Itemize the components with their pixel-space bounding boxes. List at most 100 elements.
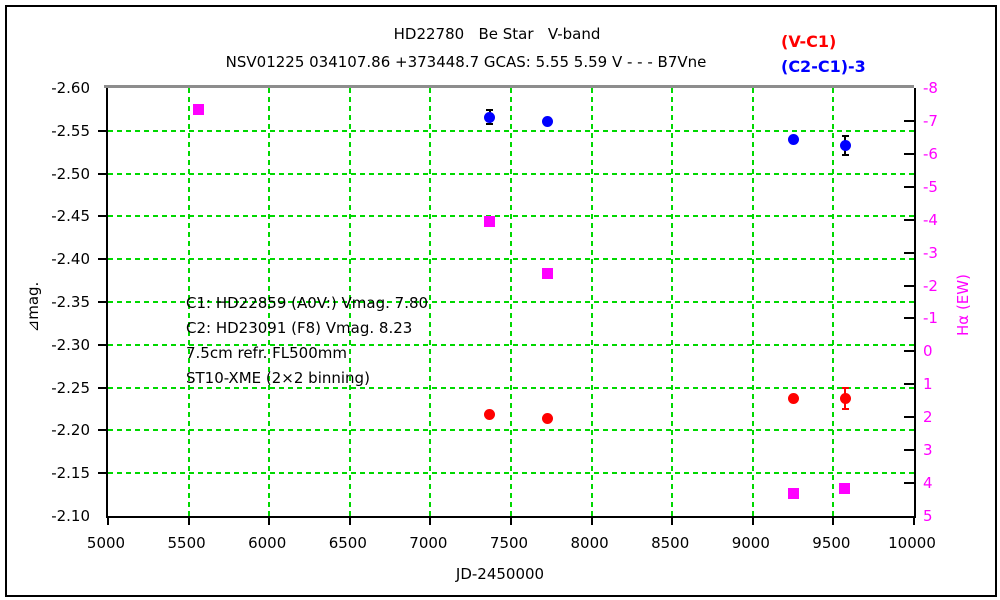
y-right-tick-label: -6 <box>923 144 938 163</box>
x-tick-label: 9500 <box>812 534 851 552</box>
x-axis-tick <box>429 518 432 525</box>
x-tick-label: 7000 <box>409 534 448 552</box>
y-left-tick-label: -2.45 <box>51 207 90 226</box>
y-right-tick-label: -8 <box>923 79 938 97</box>
horizontal-gridline <box>108 301 914 303</box>
y-left-tick <box>98 215 106 218</box>
error-bar-cap <box>841 134 849 137</box>
legend-item-c2-c1: (C2-C1)-3 <box>781 57 866 76</box>
data-point-c2-c1 <box>484 111 496 123</box>
data-point-halpha-ew <box>192 103 204 115</box>
y-right-tick-label: -2 <box>923 276 938 295</box>
x-axis-tick <box>510 518 512 525</box>
y-axis-label-right: Hα (EW) <box>954 274 972 336</box>
data-point-v-c1 <box>542 412 554 424</box>
y-left-tick-label: -2.15 <box>51 464 90 483</box>
y-right-tick-label: 2 <box>923 408 933 427</box>
y-right-tick <box>904 152 914 155</box>
x-tick-label: 5000 <box>86 534 126 552</box>
y-left-tick-label: -2.55 <box>51 121 90 140</box>
x-tick-label: 7500 <box>489 534 529 552</box>
y-right-tick-label: -5 <box>923 177 938 196</box>
y-right-tick-label: -1 <box>923 309 938 328</box>
x-tick-label: 10000 <box>888 534 936 552</box>
x-axis-tick <box>832 518 835 525</box>
y-left-tick-label: -2.25 <box>51 378 90 397</box>
x-tick-label: 5500 <box>167 534 206 552</box>
y-left-tick <box>98 172 106 175</box>
y-right-tick-label: 4 <box>923 474 933 493</box>
x-tick-label: 6000 <box>248 534 287 552</box>
data-point-halpha-ew <box>839 483 851 495</box>
y-right-tick <box>904 218 914 221</box>
y-left-tick <box>98 129 106 132</box>
error-bar-cap <box>841 387 849 390</box>
x-tick-label: 9000 <box>731 534 770 552</box>
data-point-v-c1 <box>839 393 851 405</box>
y-right-tick-label: -7 <box>923 111 938 130</box>
error-bar-cap <box>486 122 494 125</box>
x-axis-tick <box>268 518 271 525</box>
x-axis-tick <box>107 518 109 525</box>
y-right-tick-label: 5 <box>923 507 933 525</box>
data-point-c2-c1 <box>787 133 799 145</box>
y-left-tick-label: -2.10 <box>51 507 90 525</box>
y-right-tick <box>904 449 914 452</box>
x-tick-label: 8000 <box>570 534 609 552</box>
y-right-tick <box>904 251 914 254</box>
horizontal-gridline <box>108 343 914 346</box>
x-tick-label: 8500 <box>651 534 690 552</box>
x-axis-label: JD-2450000 <box>455 565 545 583</box>
y-right-tick-label: -4 <box>923 210 938 229</box>
y-left-tick-label: -2.20 <box>51 421 90 440</box>
horizontal-gridline <box>108 472 914 475</box>
annotation-line: ST10-XME (2×2 binning) <box>186 369 370 387</box>
y-left-tick <box>98 258 106 261</box>
error-bar-cap <box>841 153 849 156</box>
horizontal-gridline <box>108 429 914 432</box>
y-right-tick <box>904 185 914 188</box>
horizontal-gridline <box>108 386 914 389</box>
y-right-tick <box>904 482 914 485</box>
y-left-tick-label: -2.40 <box>51 250 90 269</box>
y-left-tick-label: -2.60 <box>51 79 90 97</box>
chart-title: HD22780 Be Star V-band <box>393 25 601 43</box>
y-right-tick <box>904 317 914 320</box>
error-bar-cap <box>841 408 849 410</box>
horizontal-gridline <box>108 215 914 218</box>
y-right-tick-label: -3 <box>923 243 938 262</box>
y-right-tick <box>904 416 914 419</box>
y-left-tick-label: -2.30 <box>51 335 90 354</box>
x-axis-tick <box>671 518 674 525</box>
data-point-halpha-ew <box>541 268 553 280</box>
y-left-tick <box>98 472 106 475</box>
y-left-tick-label: -2.50 <box>51 164 90 183</box>
data-point-halpha-ew <box>484 216 496 228</box>
data-point-c2-c1 <box>839 139 851 151</box>
y-right-tick-label: 3 <box>923 441 933 460</box>
data-point-v-c1 <box>787 393 799 405</box>
legend: (V-C1) (C2-C1)-3 <box>781 29 866 79</box>
x-axis-tick <box>348 518 351 525</box>
plot-area-top-border <box>104 85 914 88</box>
horizontal-gridline <box>108 258 914 261</box>
y-left-tick <box>98 301 106 303</box>
data-point-c2-c1 <box>542 115 554 127</box>
error-bar-cap <box>486 109 494 112</box>
y-right-tick-label: 1 <box>923 375 933 394</box>
y-right-tick <box>904 119 914 122</box>
x-axis-tick <box>590 518 593 525</box>
data-point-halpha-ew <box>787 488 799 500</box>
plot-area <box>98 88 916 525</box>
data-point-v-c1 <box>484 408 496 420</box>
horizontal-gridline <box>108 172 914 175</box>
x-axis-tick <box>187 518 190 525</box>
chart-subtitle: NSV01225 034107.86 +373448.7 GCAS: 5.55 … <box>225 53 707 71</box>
annotation-line: 7.5cm refr. FL500mm <box>186 344 347 362</box>
x-tick-label: 6500 <box>328 534 367 552</box>
y-left-tick-label: -2.35 <box>51 293 90 311</box>
annotation-line: C2: HD23091 (F8) Vmag. 8.23 <box>186 319 413 337</box>
y-left-tick <box>98 386 106 389</box>
y-right-tick <box>904 383 914 386</box>
